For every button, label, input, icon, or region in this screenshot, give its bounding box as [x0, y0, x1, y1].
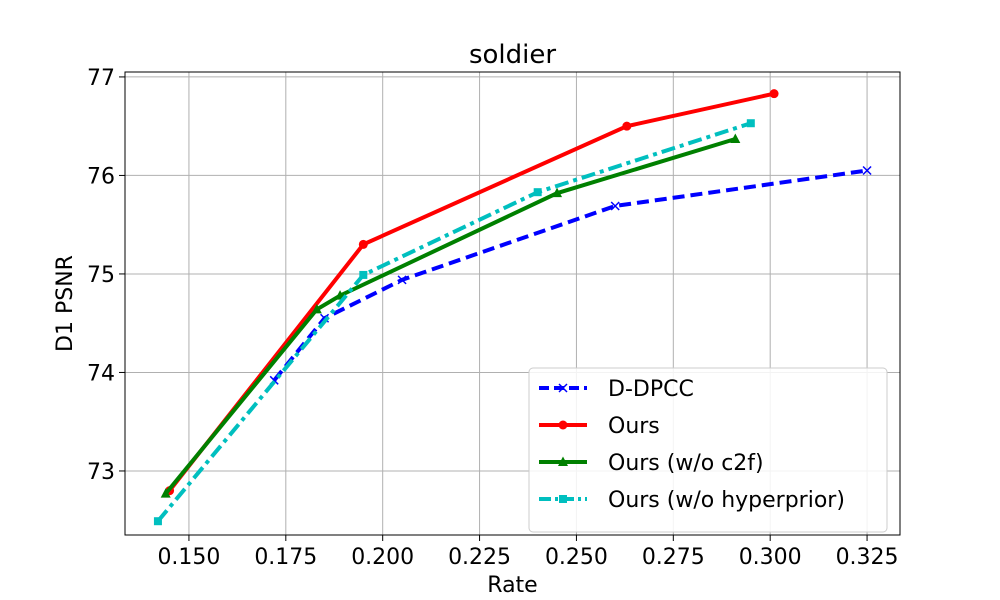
legend-label: D-DPCC — [608, 377, 694, 402]
x-tick-label: 0.275 — [642, 545, 705, 570]
legend: D-DPCC Ours Ours (w/o c2f) Ours (w/o hyperp… — [528, 367, 888, 533]
series-line — [156, 121, 752, 523]
chart-title: soldier — [469, 40, 556, 70]
data-point — [769, 89, 779, 99]
data-point — [160, 488, 171, 498]
y-tick-label: 76 — [87, 164, 115, 189]
legend-item: Ours — [539, 414, 660, 439]
x-tick-label: 0.225 — [448, 545, 511, 570]
data-point — [552, 187, 563, 198]
x-tick-label: 0.325 — [836, 545, 899, 570]
data-point-stroke — [610, 201, 620, 211]
x-tick-label: 0.175 — [254, 545, 317, 570]
series-line — [167, 91, 775, 492]
data-point — [153, 517, 162, 526]
data-point — [559, 495, 567, 503]
legend-label: Ours (w/o c2f) — [608, 451, 764, 476]
y-tick-label: 74 — [87, 361, 115, 386]
data-point-stroke — [397, 275, 407, 285]
data-point — [622, 121, 632, 131]
x-tick-label: 0.250 — [545, 545, 608, 570]
data-point-stroke — [862, 165, 872, 176]
x-tick-label: 0.300 — [739, 545, 802, 570]
legend-label: Ours — [608, 414, 660, 439]
x-tick-label: 0.150 — [157, 545, 220, 570]
series-ours-w-o-c2f — [160, 133, 741, 498]
x-tick-label: 0.200 — [351, 545, 414, 570]
y-tick-label: 75 — [87, 263, 115, 288]
series-layer — [153, 89, 872, 526]
data-point — [746, 119, 755, 128]
y-tick-label: 73 — [87, 460, 115, 485]
legend-item: D-DPCC — [539, 377, 694, 402]
legend-item: Ours (w/o c2f) — [539, 451, 764, 476]
legend-box — [528, 367, 888, 533]
data-point — [862, 165, 872, 176]
data-point — [610, 201, 620, 211]
series-ours-w-o-hyperprior — [153, 119, 755, 526]
data-point-stroke — [558, 383, 568, 393]
data-point — [730, 133, 741, 143]
x-axis-title: Rate — [487, 573, 537, 598]
legend-label: Ours (w/o hyperprior) — [608, 488, 845, 513]
series-ours — [165, 89, 779, 496]
data-point — [558, 383, 568, 393]
y-axis-title: D1 PSNR — [53, 255, 78, 352]
data-point — [358, 239, 368, 249]
data-point — [533, 188, 542, 197]
data-point — [359, 270, 368, 279]
plot-frame — [124, 71, 901, 536]
legend-item: Ours (w/o hyperprior) — [539, 488, 845, 513]
y-tick-label: 77 — [87, 66, 115, 91]
axis-ticks: 0.150 0.175 0.200 0.225 0.250 0.275 0.300 0.325… — [87, 66, 899, 570]
data-point — [558, 420, 568, 430]
data-point — [311, 303, 322, 314]
data-point — [558, 456, 568, 466]
data-point — [397, 275, 407, 285]
